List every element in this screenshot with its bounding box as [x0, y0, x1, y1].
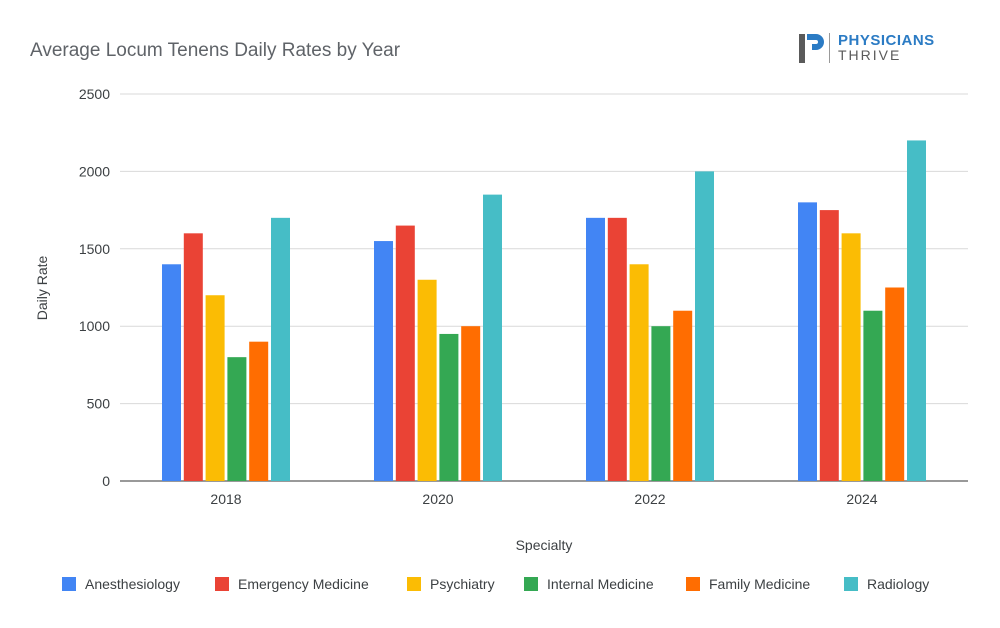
legend-item: Internal Medicine: [524, 574, 654, 594]
x-tick-label: 2020: [422, 491, 453, 507]
bar: [607, 217, 627, 481]
bars: [162, 140, 926, 482]
bar: [249, 341, 269, 481]
legend-label: Psychiatry: [430, 576, 495, 592]
logo-text-thrive: THRIVE: [838, 47, 902, 63]
y-tick-label: 0: [102, 473, 110, 489]
x-axis-label: Specialty: [516, 537, 573, 553]
bar: [374, 241, 393, 481]
legend-item: Psychiatry: [407, 574, 495, 594]
y-tick-label: 1000: [79, 318, 110, 334]
bar: [629, 264, 649, 481]
bar: [651, 326, 671, 481]
y-tick-label: 1500: [79, 241, 110, 257]
legend-swatch: [686, 577, 700, 591]
legend-label: Anesthesiology: [85, 576, 180, 592]
bar: [205, 295, 225, 481]
x-tick-label: 2018: [210, 491, 241, 507]
legend-item: Radiology: [844, 574, 929, 594]
bar: [183, 233, 203, 481]
bar: [841, 233, 861, 481]
bar: [863, 310, 883, 481]
bar: [673, 310, 693, 481]
legend-item: Family Medicine: [686, 574, 810, 594]
x-tick-label: 2022: [634, 491, 665, 507]
bar: [162, 264, 181, 481]
y-axis-label: Daily Rate: [34, 256, 50, 321]
legend-item: Anesthesiology: [62, 574, 180, 594]
chart-legend: Anesthesiology Emergency Medicine Psychiat…: [0, 574, 1000, 594]
legend-swatch: [524, 577, 538, 591]
x-tick-labels: 2018 2020 2022 2024: [210, 491, 877, 507]
bar: [417, 279, 437, 481]
y-tick-labels: 0 500 1000 1500 2000 2500: [79, 86, 110, 489]
chart-title: Average Locum Tenens Daily Rates by Year: [30, 40, 401, 61]
bar: [395, 225, 415, 481]
legend-label: Emergency Medicine: [238, 576, 369, 592]
physicians-thrive-logo: PHYSICIANS THRIVE: [798, 31, 948, 67]
bar: [885, 287, 905, 481]
legend-label: Internal Medicine: [547, 576, 654, 592]
legend-swatch: [215, 577, 229, 591]
bar: [798, 202, 817, 482]
legend-label: Family Medicine: [709, 576, 811, 592]
y-tick-label: 500: [87, 396, 111, 412]
y-tick-label: 2500: [79, 86, 110, 102]
bar: [439, 333, 459, 481]
bar: [271, 217, 290, 481]
bar: [227, 357, 247, 481]
legend-swatch: [407, 577, 421, 591]
bar: [586, 217, 605, 481]
legend-item: Emergency Medicine: [215, 574, 369, 594]
y-tick-label: 2000: [79, 163, 110, 179]
x-tick-label: 2024: [846, 491, 877, 507]
bar: [907, 140, 926, 481]
bar: [819, 210, 839, 481]
bar: [483, 194, 502, 481]
bar: [695, 171, 714, 481]
legend-swatch: [62, 577, 76, 591]
logo-text-physicians: PHYSICIANS: [838, 32, 935, 49]
bar: [461, 326, 481, 481]
legend-label: Radiology: [867, 576, 930, 592]
legend-swatch: [844, 577, 858, 591]
gridlines: [120, 93, 968, 482]
physicians-thrive-p-logo-icon: [799, 34, 824, 63]
logo-divider: [829, 33, 830, 63]
